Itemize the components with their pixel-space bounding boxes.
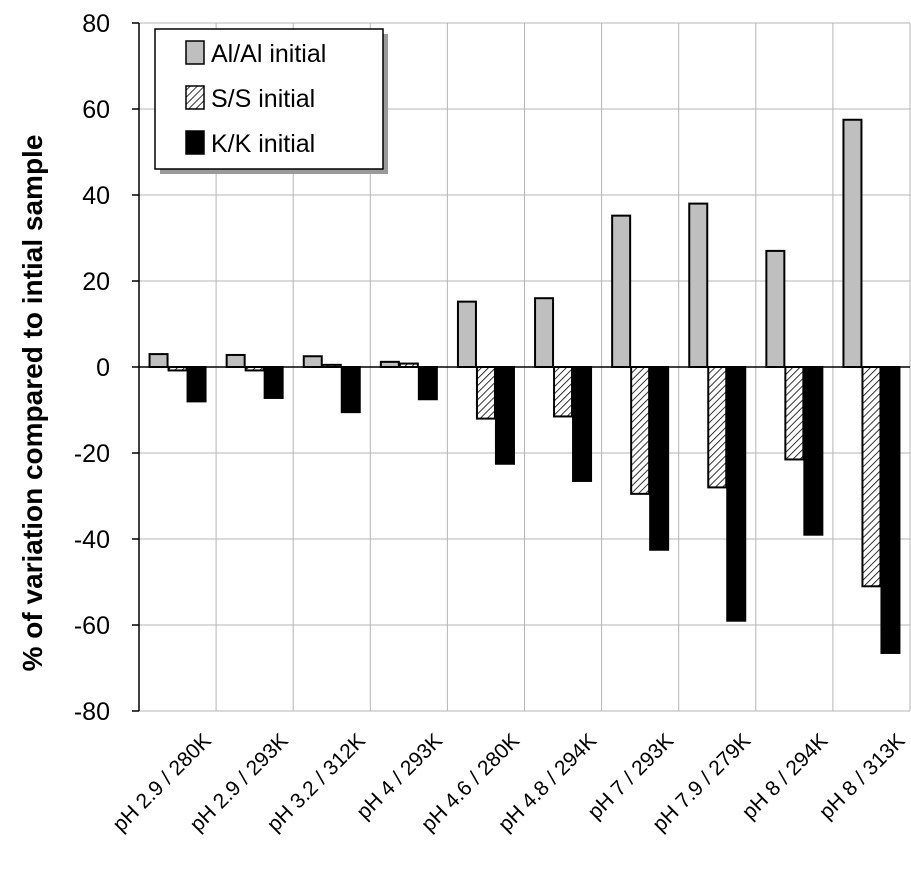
bar-series-0-cat-3 [379, 360, 400, 368]
bar-series-2-cat-0 [186, 366, 207, 403]
y-tick-label: 80 [82, 10, 110, 38]
legend-swatch-0 [185, 40, 205, 65]
bar-series-1-cat-8 [784, 366, 805, 461]
bar-series-0-cat-9 [842, 118, 863, 368]
bar-series-0-cat-5 [534, 297, 555, 369]
bar-series-1-cat-6 [630, 366, 651, 495]
legend-label-1: S/S initial [211, 85, 315, 113]
bar-series-1-cat-7 [707, 366, 728, 489]
legend-label-2: K/K initial [211, 130, 315, 158]
bar-series-0-cat-0 [148, 353, 169, 369]
legend: Al/Al initial S/S initial K/K initial [154, 28, 388, 174]
axes [132, 22, 910, 712]
bar-series-1-cat-9 [861, 366, 882, 588]
bar-series-2-cat-3 [417, 366, 438, 401]
bar-series-0-cat-8 [765, 249, 786, 368]
y-axis-title: % of variation compared to intial sample [17, 135, 48, 672]
y-tick-labels: 80 60 40 20 0 -20 -40 -60 -80 [74, 10, 110, 726]
y-tick-label: -40 [74, 526, 110, 554]
bar-series-0-cat-4 [456, 300, 477, 369]
y-tick-label: 60 [82, 96, 110, 124]
bar-series-1-cat-4 [475, 366, 496, 420]
y-tick-label: -80 [74, 698, 110, 726]
bar-series-2-cat-9 [880, 366, 901, 654]
bar-series-2-cat-5 [572, 366, 593, 482]
bar-series-0-cat-1 [225, 353, 246, 368]
y-tick-label: 20 [82, 268, 110, 296]
legend-label-0: Al/Al initial [211, 40, 326, 68]
y-tick-label: -60 [74, 612, 110, 640]
bar-series-0-cat-6 [611, 214, 632, 368]
bar-series-0-cat-2 [302, 355, 323, 368]
bar-series-2-cat-4 [494, 366, 515, 465]
bar-series-2-cat-6 [649, 366, 670, 551]
bar-series-2-cat-8 [803, 366, 824, 536]
bar-series-1-cat-5 [553, 366, 574, 418]
bar-series-2-cat-7 [726, 366, 747, 622]
y-tick-label: -20 [74, 440, 110, 468]
legend-swatch-1 [185, 85, 205, 110]
bar-series-0-cat-7 [688, 202, 709, 368]
bar-series-2-cat-1 [263, 366, 284, 399]
bar-series-2-cat-2 [340, 366, 361, 414]
y-tick-label: 40 [82, 182, 110, 210]
legend-swatch-2 [185, 130, 205, 155]
y-tick-label: 0 [96, 354, 110, 382]
bars [148, 118, 901, 654]
